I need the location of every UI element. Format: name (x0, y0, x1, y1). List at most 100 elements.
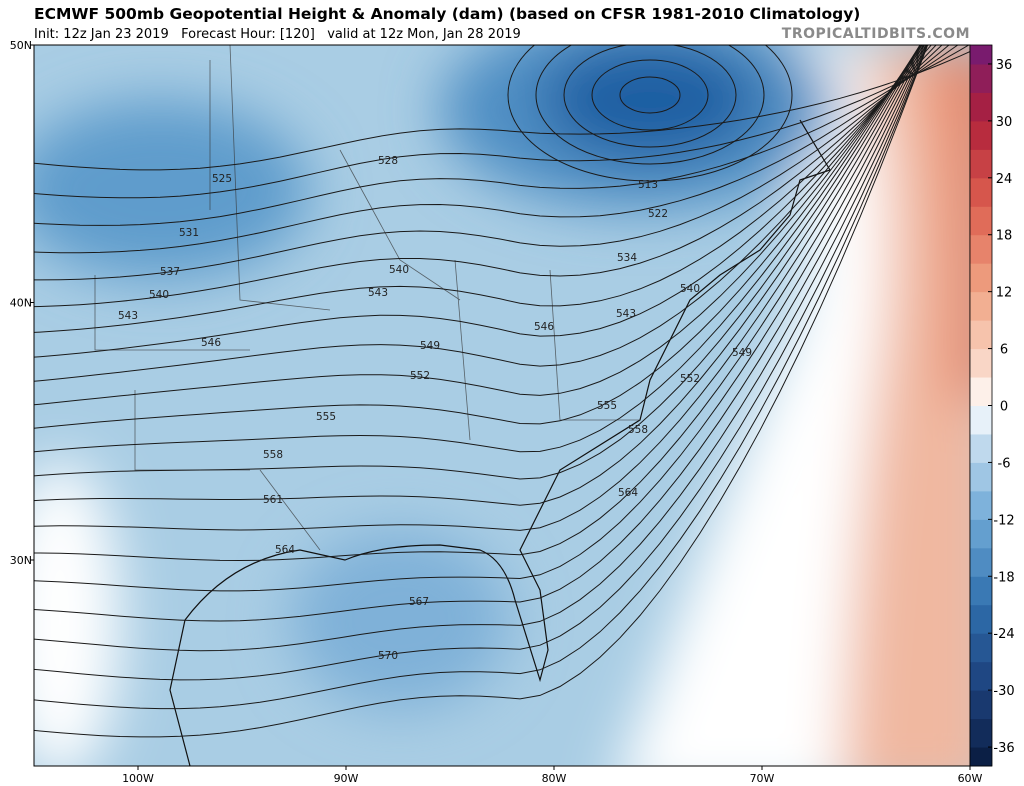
colorbar-tick-label: -18 (993, 570, 1014, 585)
colorbar-bin (970, 661, 992, 691)
contour-label: 564 (618, 487, 638, 499)
lon-tick-label: 70W (750, 772, 775, 785)
contour-label: 543 (118, 310, 138, 322)
colorbar-bin (970, 604, 992, 634)
colorbar-bin (970, 45, 992, 65)
anomaly-negative (34, 100, 310, 280)
contour-label: 522 (648, 208, 668, 220)
contour-line (34, 51, 970, 171)
contour-label: 552 (410, 370, 430, 382)
colorbar-bin (970, 547, 992, 577)
colorbar-bin (970, 690, 992, 720)
colorbar-bin (970, 576, 992, 606)
colorbar-bin (970, 718, 992, 748)
colorbar-bin (970, 263, 992, 293)
contour-line (34, 45, 921, 480)
colorbar-bin (970, 405, 992, 435)
contour-line (34, 45, 929, 710)
contour-line (34, 45, 970, 199)
contour-label: 528 (378, 155, 398, 167)
lat-tick-label: 30N (10, 554, 32, 567)
contour-line (507, 45, 793, 182)
contour-line (34, 45, 932, 333)
lon-tick-label: 80W (542, 772, 567, 785)
contour-label: 555 (316, 411, 336, 423)
colorbar-bin (970, 120, 992, 150)
lat-tick-label: 40N (10, 297, 32, 310)
colorbar-tick-label: 24 (996, 172, 1013, 187)
contour-line (535, 45, 765, 165)
contour-line (34, 45, 943, 281)
contour-label: 555 (597, 400, 617, 412)
contour-label: 564 (275, 544, 295, 556)
colorbar-bin (970, 519, 992, 549)
colorbar-bin (970, 462, 992, 492)
colorbar-tick-label: -12 (993, 513, 1014, 528)
contour-line (34, 45, 921, 453)
colorbar-bin (970, 92, 992, 122)
contour-label: 534 (617, 252, 637, 264)
colorbar-tick-label: -24 (993, 627, 1014, 642)
colorbar-bin (970, 206, 992, 236)
contour-line (591, 59, 709, 131)
contour-line (34, 45, 959, 226)
anomaly-negative-strong (540, 45, 760, 160)
colorbar-tick-label: 36 (996, 58, 1013, 73)
contour-label: 558 (263, 449, 283, 461)
colorbar-tick-label: 12 (996, 286, 1013, 301)
anomaly-neutral (34, 460, 120, 766)
contour-label: 540 (389, 264, 409, 276)
colorbar-bin (970, 633, 992, 663)
contour-line (34, 45, 950, 254)
contour-label: 549 (420, 340, 440, 352)
contour-label: 558 (628, 424, 648, 436)
colorbar-tick-label: -6 (998, 456, 1011, 471)
colorbar-bin (970, 63, 992, 93)
contour-label: 546 (534, 321, 554, 333)
contour-line (34, 45, 922, 506)
contour-label: 531 (179, 227, 199, 239)
colorbar-bin (970, 433, 992, 463)
colorbar-bin (970, 377, 992, 406)
contour-line (34, 45, 927, 622)
contour-line (34, 45, 929, 738)
colorbar-bin (970, 747, 992, 767)
colorbar: 36 30 24 18 12 6 0 -6 -12 -18 -24 -30 -36 (969, 44, 1015, 767)
contour-line (34, 45, 937, 308)
contour-line (34, 45, 928, 681)
lon-tick-label: 100W (122, 772, 154, 785)
contour-line (34, 45, 928, 358)
colorbar-bin (970, 149, 992, 179)
colorbar-bin (970, 177, 992, 207)
contour-label: 537 (160, 266, 180, 278)
lon-tick-label: 60W (958, 772, 983, 785)
lon-tick-label: 90W (334, 772, 359, 785)
contour-line (34, 45, 928, 652)
contour-label: 546 (201, 337, 221, 349)
title: ECMWF 500mb Geopotential Height & Anomal… (34, 5, 860, 23)
contour-line (34, 45, 925, 592)
contour-line (34, 45, 923, 531)
map-area: 5255285315375405435465405435495465525555… (34, 45, 970, 766)
anomaly-negative (290, 530, 510, 710)
contour-line (563, 45, 737, 148)
contour-label: 513 (638, 179, 658, 191)
colorbar-bin (970, 291, 992, 321)
colorbar-tick-label: 18 (996, 229, 1013, 244)
contour-label: 549 (732, 347, 752, 359)
colorbar-tick-label: -36 (993, 741, 1014, 756)
contour-label: 567 (409, 596, 429, 608)
contour-line (619, 76, 681, 114)
contour-label: 543 (368, 287, 388, 299)
anomaly-field (34, 45, 970, 766)
colorbar-tick-label: 30 (996, 115, 1013, 130)
contour-label: 525 (212, 173, 232, 185)
contour-labels: 5255285315375405435465405435495465525555… (118, 155, 752, 662)
coastline (169, 119, 831, 766)
colorbar-bin (970, 348, 992, 378)
colorbar-tick-label: 0 (1000, 400, 1008, 415)
contour-label: 561 (263, 494, 283, 506)
height-contours (34, 45, 970, 738)
contour-line (34, 45, 923, 406)
